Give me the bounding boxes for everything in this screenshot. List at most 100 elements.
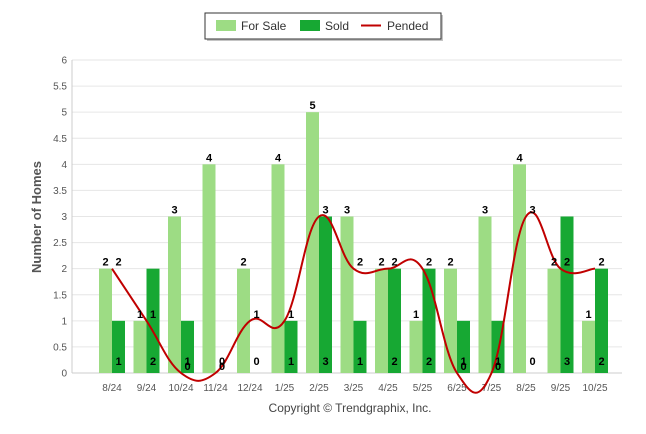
y-tick-label: 0 — [61, 369, 67, 380]
y-tick-label: 0.5 — [53, 342, 67, 353]
legend-item-sold[interactable]: Sold — [300, 19, 349, 33]
data-label-pended: 2 — [598, 257, 604, 269]
data-label-for-sale: 4 — [275, 152, 282, 164]
x-tick-label: 3/25 — [344, 383, 364, 394]
data-label-for-sale: 1 — [585, 309, 591, 321]
y-tick-label: 1 — [61, 316, 67, 327]
bar-for-sale — [271, 164, 285, 373]
legend-item-for-sale[interactable]: For Sale — [216, 19, 287, 33]
bar-for-sale — [547, 268, 561, 373]
data-label-pended: 1 — [253, 309, 259, 321]
data-label-pended: 1 — [288, 309, 294, 321]
bar-sold — [457, 320, 470, 373]
data-label-pended: 2 — [391, 257, 397, 269]
bar-for-sale — [513, 164, 526, 373]
y-tick-label: 1.5 — [53, 290, 67, 301]
data-label-pended: 0 — [460, 361, 466, 373]
data-label-for-sale: 2 — [378, 257, 384, 269]
x-tick-label: 8/24 — [102, 383, 122, 394]
bar-sold — [112, 320, 125, 373]
x-tick-label: 12/24 — [237, 383, 262, 394]
data-label-sold: 3 — [322, 356, 328, 368]
legend-label-for-sale: For Sale — [241, 19, 287, 33]
data-label-sold: 2 — [150, 356, 156, 368]
y-tick-label: 4 — [61, 160, 67, 171]
data-label-pended: 0 — [219, 361, 225, 373]
data-label-sold: 0 — [253, 356, 259, 368]
data-label-sold: 1 — [460, 356, 466, 368]
data-label-pended: 2 — [564, 257, 570, 269]
copyright-text: Copyright © Trendgraphix, Inc. — [269, 401, 432, 415]
pended-line — [111, 211, 596, 394]
bar-sold — [146, 268, 160, 373]
x-tick-label: 8/25 — [516, 383, 536, 394]
data-label-pended: 1 — [150, 309, 156, 321]
y-tick-label: 5 — [61, 108, 67, 119]
x-tick-label: 9/25 — [551, 383, 571, 394]
y-tick-label: 2 — [61, 264, 67, 275]
bar-sold — [353, 320, 367, 373]
legend-swatch-for-sale — [216, 20, 236, 31]
bar-sold — [595, 268, 608, 373]
legend-label-sold: Sold — [325, 19, 349, 33]
data-label-sold: 1 — [495, 356, 501, 368]
data-label-pended: 0 — [184, 361, 190, 373]
bar-for-sale — [306, 112, 319, 374]
x-tick-label: 10/24 — [168, 383, 193, 394]
bar-sold — [181, 320, 194, 373]
data-label-sold: 1 — [288, 356, 294, 368]
data-label-sold: 1 — [184, 356, 190, 368]
data-label-pended: 3 — [322, 205, 328, 217]
data-label-sold: 0 — [219, 356, 225, 368]
x-tick-label: 1/25 — [275, 383, 295, 394]
data-label-pended: 2 — [357, 257, 363, 269]
x-tick-label: 6/25 — [447, 383, 467, 394]
bar-for-sale — [478, 216, 492, 373]
bar-for-sale — [99, 268, 112, 373]
y-tick-label: 3 — [61, 212, 67, 223]
bar-for-sale — [202, 164, 216, 373]
data-label-sold: 3 — [564, 356, 570, 368]
data-label-sold: 2 — [426, 356, 432, 368]
bar-sold — [560, 216, 574, 373]
data-label-sold: 1 — [357, 356, 363, 368]
y-tick-label: 5.5 — [53, 82, 67, 93]
pended-line-layer — [111, 211, 596, 394]
data-label-sold: 1 — [115, 356, 121, 368]
data-label-for-sale: 3 — [482, 205, 488, 217]
bar-for-sale — [582, 320, 595, 373]
y-axis-ticks: 0 0.5 1 1.5 2 2.5 3 3.5 4 4.5 5 5.5 6 — [53, 56, 67, 380]
bar-for-sale — [375, 268, 388, 373]
y-tick-label: 6 — [61, 56, 67, 67]
data-label-sold: 2 — [391, 356, 397, 368]
x-tick-label: 11/24 — [203, 383, 228, 394]
x-tick-label: 9/24 — [137, 383, 157, 394]
data-label-for-sale: 3 — [344, 205, 350, 217]
legend-item-pended[interactable]: Pended — [361, 19, 428, 33]
bar-sold — [284, 320, 298, 373]
bar-for-sale — [133, 320, 147, 373]
data-label-for-sale: 2 — [551, 257, 557, 269]
y-tick-label: 4.5 — [53, 134, 67, 145]
data-label-for-sale: 5 — [309, 100, 315, 112]
data-label-for-sale: 2 — [447, 257, 453, 269]
bar-for-sale — [168, 216, 181, 373]
data-label-pended: 2 — [115, 257, 121, 269]
data-label-for-sale: 4 — [206, 152, 213, 164]
legend-label-pended: Pended — [387, 19, 428, 33]
data-label-pended: 0 — [495, 361, 501, 373]
x-tick-label: 7/25 — [482, 383, 502, 394]
bar-for-sale — [340, 216, 354, 373]
data-label-pended: 3 — [529, 205, 535, 217]
legend: For Sale Sold Pended — [204, 12, 443, 41]
y-tick-label: 3.5 — [53, 186, 67, 197]
bar-for-sale — [237, 268, 250, 373]
y-tick-label: 2.5 — [53, 238, 67, 249]
data-label-sold: 0 — [529, 356, 535, 368]
x-tick-label: 4/25 — [378, 383, 398, 394]
x-axis-ticks: 8/24 9/24 10/24 11/24 12/24 1/25 2/25 3/25 4/25 5… — [102, 383, 608, 394]
data-label-pended: 2 — [426, 257, 432, 269]
bar-for-sale — [409, 320, 423, 373]
